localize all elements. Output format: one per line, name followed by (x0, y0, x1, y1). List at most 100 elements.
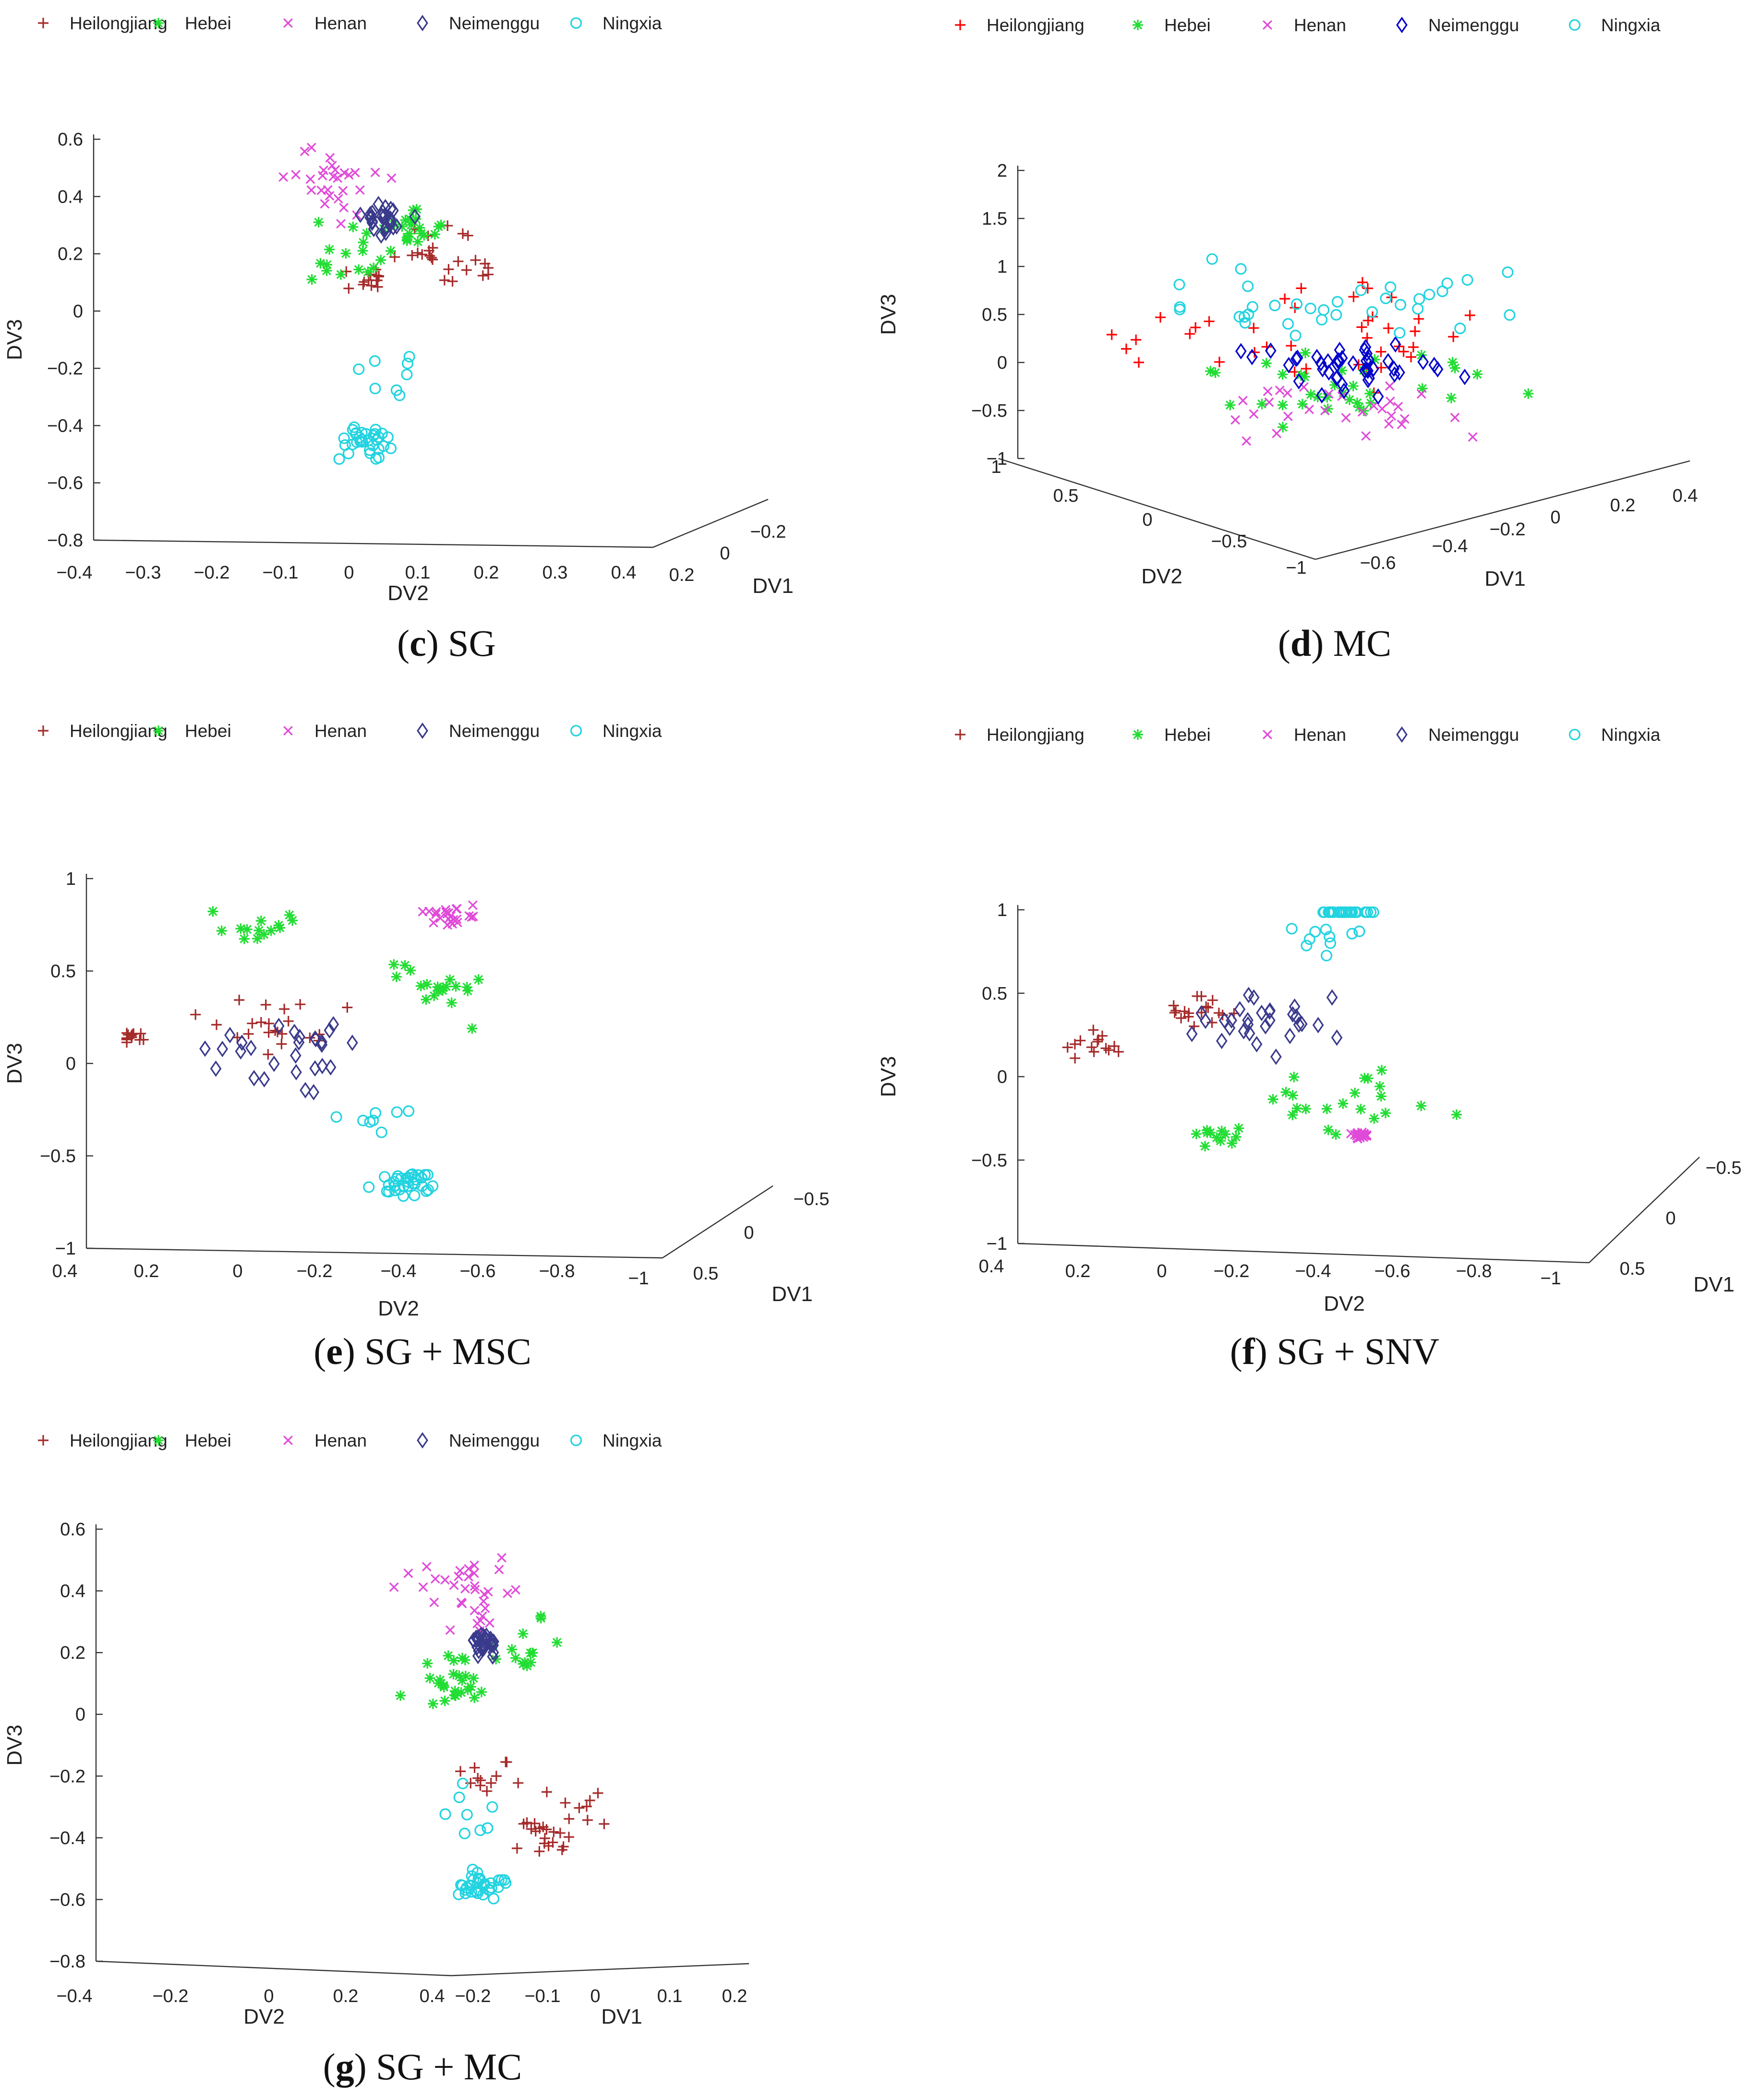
legend-label-ningxia: Ningxia (603, 13, 662, 33)
point-hebei (239, 933, 250, 944)
y-tick-label: −0.6 (1360, 553, 1396, 573)
point-henan (494, 1565, 504, 1575)
point-neimenggu (409, 208, 421, 225)
point-heilongjiang (255, 1017, 266, 1028)
point-hebei (1226, 1138, 1237, 1149)
y-tick-label: −0.5 (1705, 1158, 1741, 1178)
point-henan (1359, 1128, 1369, 1138)
data-points (1062, 906, 1462, 1152)
point-ningxia (482, 1822, 494, 1834)
x-axis-line (86, 1247, 663, 1259)
point-heilongjiang (461, 265, 472, 276)
point-ningxia (1366, 306, 1378, 318)
point-heilongjiang (295, 999, 306, 1010)
z-tick-label: 0.4 (58, 187, 83, 207)
point-henan (1416, 389, 1426, 399)
x-tick-label: −0.5 (1211, 531, 1247, 552)
point-neimenggu (1289, 998, 1301, 1015)
point-heilongjiang (555, 1827, 566, 1838)
point-ningxia (1395, 299, 1407, 311)
point-heilongjiang (538, 1822, 549, 1833)
x-tick-label: 0.2 (1065, 1261, 1091, 1281)
point-neimenggu (1417, 353, 1429, 370)
legend-label-hebei: Hebei (185, 13, 231, 33)
point-neimenggu (258, 1071, 270, 1087)
point-heilongjiang (1131, 334, 1142, 345)
point-hebei (284, 909, 295, 920)
point-henan (440, 1575, 450, 1585)
point-henan (464, 911, 474, 921)
point-ningxia (477, 1889, 489, 1901)
y-axis-line (1589, 1157, 1700, 1263)
z-tick-label: 0.2 (58, 244, 83, 265)
point-heilongjiang (582, 1815, 593, 1826)
point-ningxia (1412, 303, 1424, 315)
x-tick-label: −0.4 (56, 563, 92, 583)
point-henan (452, 904, 462, 914)
point-hebei (321, 265, 332, 276)
point-hebei (1354, 402, 1365, 413)
point-neimenggu (1389, 336, 1401, 353)
point-neimenggu (1195, 1005, 1207, 1022)
x-tick-label: 0 (1157, 1261, 1167, 1281)
data-points (278, 143, 494, 465)
point-hebei (476, 1687, 487, 1698)
point-hebei (1202, 1125, 1213, 1136)
point-ningxia (461, 1809, 473, 1821)
point-ningxia (409, 1189, 421, 1202)
point-hebei (468, 1673, 479, 1684)
point-ningxia (1355, 284, 1367, 296)
point-heilongjiang (426, 252, 437, 263)
point-neimenggu (1323, 364, 1335, 381)
z-tick-label: 0.6 (60, 1520, 85, 1540)
z-tick-label: −0.2 (47, 359, 83, 379)
legend-marker-neimenggu (1396, 726, 1408, 743)
point-hebei (391, 971, 402, 982)
point-neimenggu (273, 1017, 285, 1035)
panel-g: Heilongjiang Hebei Henan Neimenggu Ningxia 0.… (3, 1431, 749, 2028)
point-neimenggu (1331, 1029, 1343, 1046)
point-ningxia (1351, 906, 1363, 918)
point-ningxia (402, 1176, 414, 1188)
point-henan (1249, 409, 1259, 419)
point-hebei (362, 266, 374, 278)
point-hebei (1374, 1081, 1386, 1092)
point-heilongjiang (584, 1795, 595, 1806)
legend-marker-heilongjiang (955, 729, 965, 740)
point-heilongjiang (1214, 356, 1225, 367)
point-hebei (361, 228, 372, 239)
axes (93, 134, 769, 548)
point-hebei (1348, 381, 1359, 392)
point-henan (460, 1583, 470, 1593)
legend-label-neimenggu: Neimenggu (449, 13, 540, 33)
legend-label-neimenggu: Neimenggu (1428, 725, 1519, 745)
point-heilongjiang (453, 256, 464, 267)
point-heilongjiang (122, 1029, 133, 1040)
point-ningxia (471, 1877, 483, 1889)
point-henan (338, 186, 348, 196)
point-neimenggu (290, 1064, 302, 1081)
point-neimenggu (1382, 353, 1394, 370)
point-henan (470, 1584, 480, 1594)
point-hebei (527, 1647, 538, 1658)
point-neimenggu (199, 1040, 211, 1057)
legend-marker-ningxia (570, 724, 582, 737)
z-tick-label: 1.5 (982, 209, 1007, 229)
point-neimenggu (327, 1016, 339, 1033)
point-henan (1361, 431, 1371, 441)
point-heilongjiang (1070, 1053, 1081, 1064)
legend-marker-ningxia (570, 1434, 582, 1447)
point-hebei (1380, 1108, 1391, 1119)
point-heilongjiang (1088, 1046, 1099, 1057)
x-tick-label: −0.2 (296, 1261, 332, 1281)
point-henan (430, 1574, 440, 1584)
x-axis-line (1017, 1243, 1590, 1264)
point-heilongjiang (1348, 291, 1359, 302)
point-heilongjiang (1353, 359, 1364, 370)
point-neimenggu (380, 224, 392, 241)
point-ningxia (1309, 926, 1321, 938)
z-tick-label: −1 (987, 449, 1007, 469)
point-heilongjiang (1279, 293, 1290, 304)
point-hebei (313, 217, 324, 228)
y-axis-title: DV1 (601, 2005, 642, 2028)
